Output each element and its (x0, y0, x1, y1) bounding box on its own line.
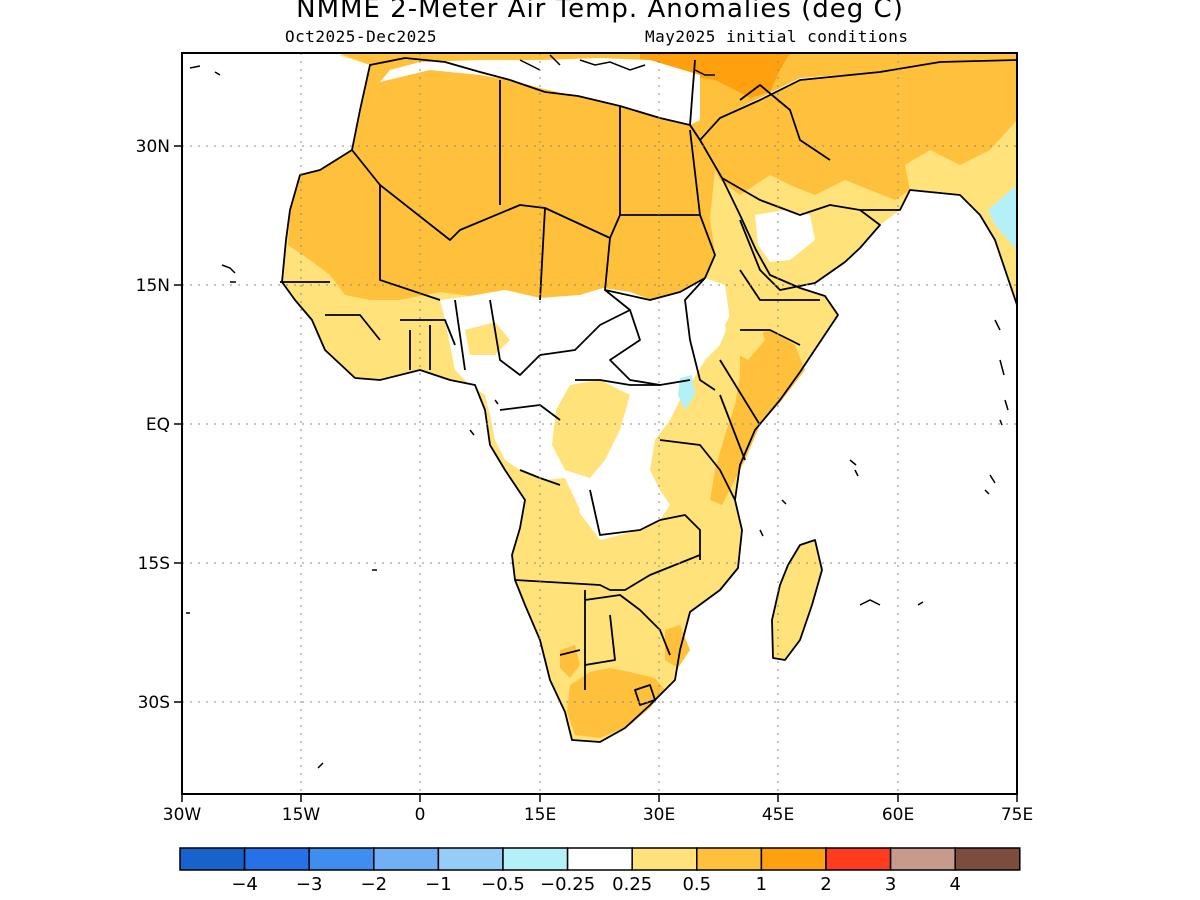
colorbar-label: −0.5 (481, 874, 525, 895)
colorbar-swatch (825, 847, 892, 871)
colorbar-label: −2 (361, 874, 388, 895)
x-tick-label: 15W (282, 805, 321, 825)
colorbar-swatch (954, 847, 1021, 871)
x-tick-label: 60E (882, 805, 914, 825)
colorbar-label: 0.5 (682, 874, 711, 895)
map-title: NMME 2-Meter Air Temp. Anomalies (deg C) (296, 0, 904, 24)
colorbar-swatch (696, 847, 763, 871)
colorbar-label: −0.25 (540, 874, 595, 895)
colorbar-swatch (373, 847, 440, 871)
x-tick-label: 45E (762, 805, 794, 825)
colorbar-swatch (308, 847, 375, 871)
colorbar-label: 2 (820, 874, 831, 895)
y-tick-label: 15S (138, 554, 170, 574)
colorbar-swatch (631, 847, 698, 871)
colorbar-swatch (243, 847, 310, 871)
colorbar-label: 0.25 (612, 874, 652, 895)
forecast-period: Oct2025-Dec2025 (285, 27, 437, 46)
country-borders (280, 57, 1017, 743)
islands (186, 54, 1009, 769)
y-tick-label: 30S (138, 693, 170, 713)
colorbar (179, 847, 1021, 871)
colorbar-label: −3 (296, 874, 323, 895)
x-axis (181, 794, 1018, 802)
colorbar-swatch (889, 847, 956, 871)
colorbar-label: 3 (885, 874, 896, 895)
colorbar-labels: −4 −3 −2 −1 −0.5 −0.25 0.25 0.5 1 2 3 4 (231, 874, 961, 895)
anomaly-neg-0p25-to-neg-0p5 (678, 185, 1017, 410)
x-tick-label: 30W (163, 805, 202, 825)
initial-conditions: May2025 initial conditions (645, 27, 909, 46)
x-tick-label: 30E (643, 805, 675, 825)
anomaly-0p25-to-0p5 (398, 305, 765, 545)
y-axis (174, 145, 182, 703)
y-tick-label: 30N (136, 137, 170, 157)
colorbar-label: 4 (949, 874, 960, 895)
colorbar-label: 1 (756, 874, 767, 895)
colorbar-swatch (502, 847, 569, 871)
x-tick-label: 75E (1001, 805, 1033, 825)
anomaly-shading (186, 53, 1017, 769)
x-tick-label: 15E (524, 805, 556, 825)
colorbar-label: −1 (425, 874, 452, 895)
gridlines (182, 53, 1017, 794)
colorbar-label: −4 (231, 874, 258, 895)
y-tick-label: EQ (146, 415, 170, 435)
y-tick-label: 15N (136, 276, 170, 296)
colorbar-swatch (760, 847, 827, 871)
colorbar-swatch (566, 847, 633, 871)
colorbar-swatch (179, 847, 246, 871)
colorbar-swatch (437, 847, 504, 871)
x-tick-label: 0 (415, 805, 426, 825)
